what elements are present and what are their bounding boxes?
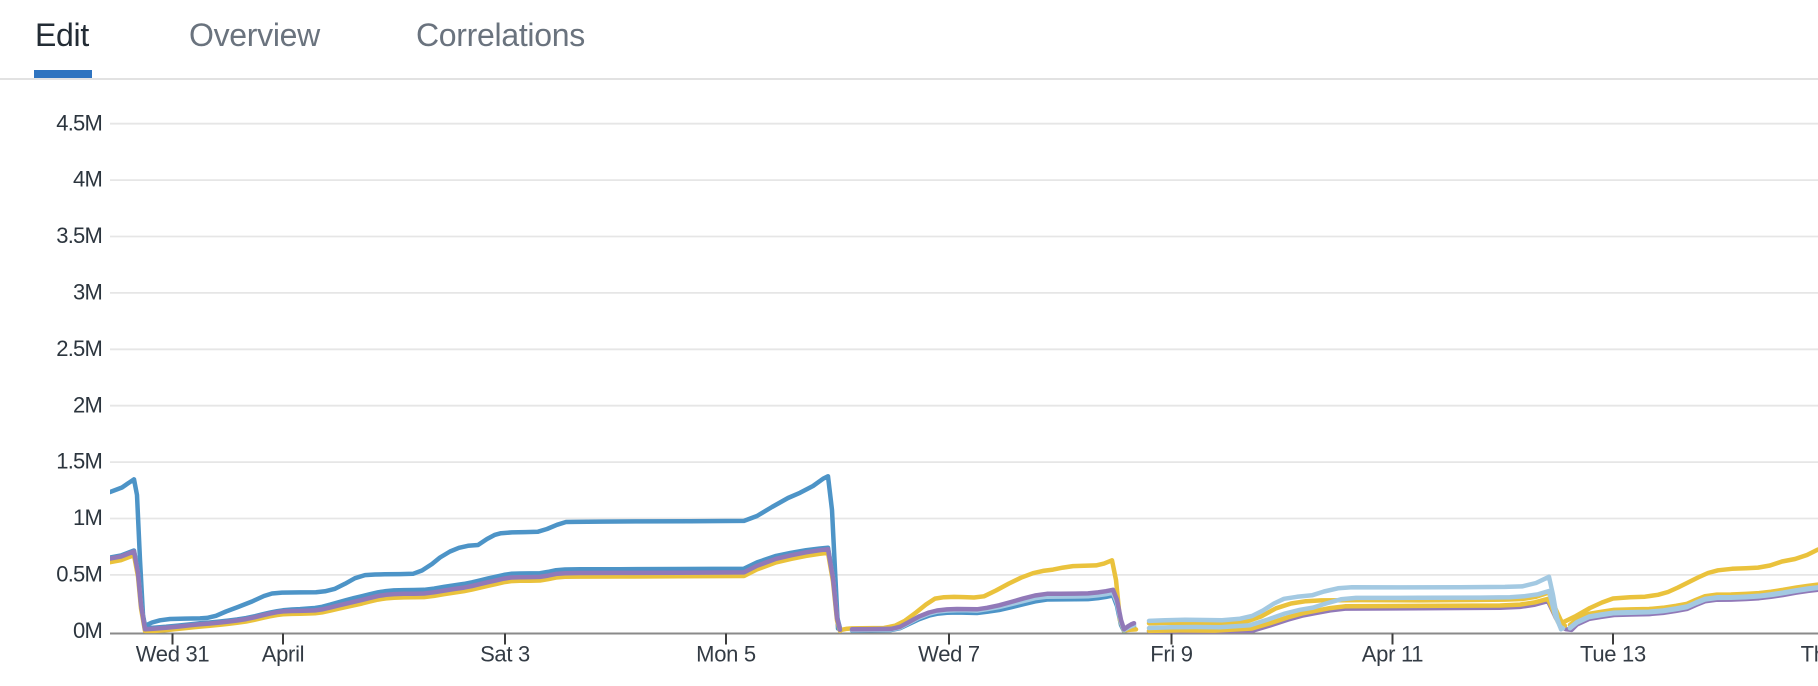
svg-text:2M: 2M <box>73 392 102 417</box>
svg-text:3M: 3M <box>73 280 102 305</box>
svg-text:4M: 4M <box>73 167 102 192</box>
svg-text:Wed 7: Wed 7 <box>918 642 980 667</box>
svg-text:0.5M: 0.5M <box>56 562 102 587</box>
svg-text:Tue 13: Tue 13 <box>1580 642 1646 667</box>
svg-text:3.5M: 3.5M <box>56 223 102 248</box>
svg-text:Fri 9: Fri 9 <box>1150 642 1193 667</box>
svg-text:Wed 31: Wed 31 <box>136 642 210 667</box>
svg-text:April: April <box>262 642 305 667</box>
svg-text:2.5M: 2.5M <box>56 336 102 361</box>
svg-text:4.5M: 4.5M <box>56 110 102 135</box>
svg-text:Sat 3: Sat 3 <box>480 642 530 667</box>
svg-text:Apr 11: Apr 11 <box>1362 642 1423 667</box>
svg-text:Mon 5: Mon 5 <box>696 642 756 667</box>
svg-text:0M: 0M <box>73 618 102 643</box>
svg-text:Thu 15: Thu 15 <box>1801 642 1818 667</box>
svg-text:1.5M: 1.5M <box>56 449 102 474</box>
svg-text:1M: 1M <box>73 505 102 530</box>
